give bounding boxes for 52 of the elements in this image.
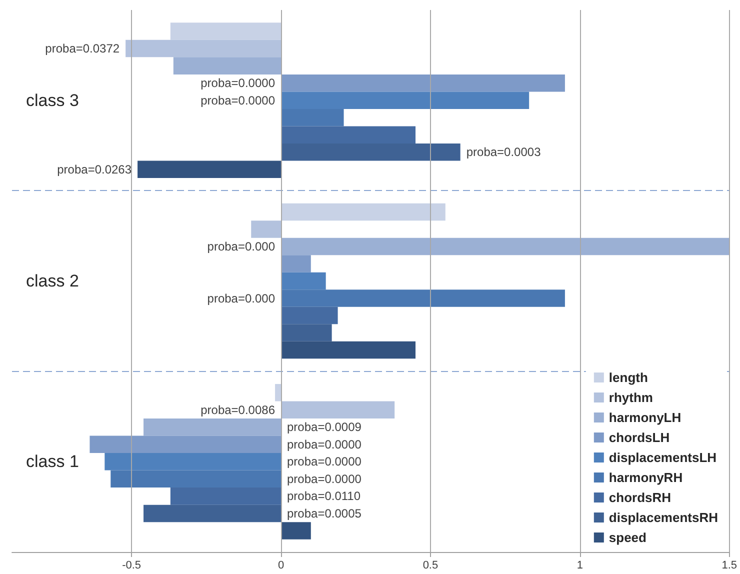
y-tick-label: class 3 [26,90,79,110]
annotation: proba=0.0372 [45,42,120,56]
bar [281,203,446,221]
annotation: proba=0.000 [207,239,276,254]
legend-label: displacementsRH [608,510,718,525]
bar [90,436,282,454]
annotation: proba=0.0009 [287,420,362,434]
bar [281,238,730,256]
annotation: proba=0.0110 [287,489,361,504]
bar [281,324,332,342]
annotation: proba=0.0000 [200,76,276,90]
bar [281,401,395,419]
bar [126,40,282,58]
bar [281,255,311,272]
bar [170,488,282,505]
x-tick-label: 1.5 [722,560,738,572]
legend-label: displacementsLH [608,450,717,465]
bar [281,126,416,144]
bar [144,418,282,436]
y-tick-label: class 2 [26,272,79,290]
annotation: proba=0.0000 [287,437,362,452]
bar [170,22,282,40]
annotation: proba=0.0003 [466,145,542,160]
legend-label: speed [608,530,647,545]
bar [275,384,282,402]
bar [281,522,311,540]
bar [138,160,282,178]
legend-label: length [608,370,648,385]
legend-label: harmonyRH [608,470,683,485]
bar [281,74,565,92]
annotation: proba=0.0000 [287,454,362,469]
legend-label: rhythm [608,390,653,405]
annotation: proba=0.000 [207,291,276,306]
bar [144,504,282,522]
x-tick-label: 0.5 [422,560,438,572]
legend-label: chordsRH [608,490,672,505]
annotation: proba=0.0263 [57,162,132,176]
bar [173,57,282,74]
bar [251,220,282,238]
annotation: proba=0.0086 [200,402,276,417]
annotation: proba=0.0005 [287,506,362,520]
bar [281,306,338,324]
x-tick-label: -0.5 [122,560,142,572]
x-tick-label: 1 [576,560,583,572]
x-tick-label: 0 [278,560,284,572]
bar [281,143,460,161]
y-tick-label: class 1 [26,452,79,472]
bar [281,341,416,359]
annotation: proba=0.0000 [287,472,362,486]
legend-label: harmonyLH [608,410,682,425]
legend-label: chordsLH [608,430,670,445]
annotation: proba=0.0000 [200,93,276,108]
